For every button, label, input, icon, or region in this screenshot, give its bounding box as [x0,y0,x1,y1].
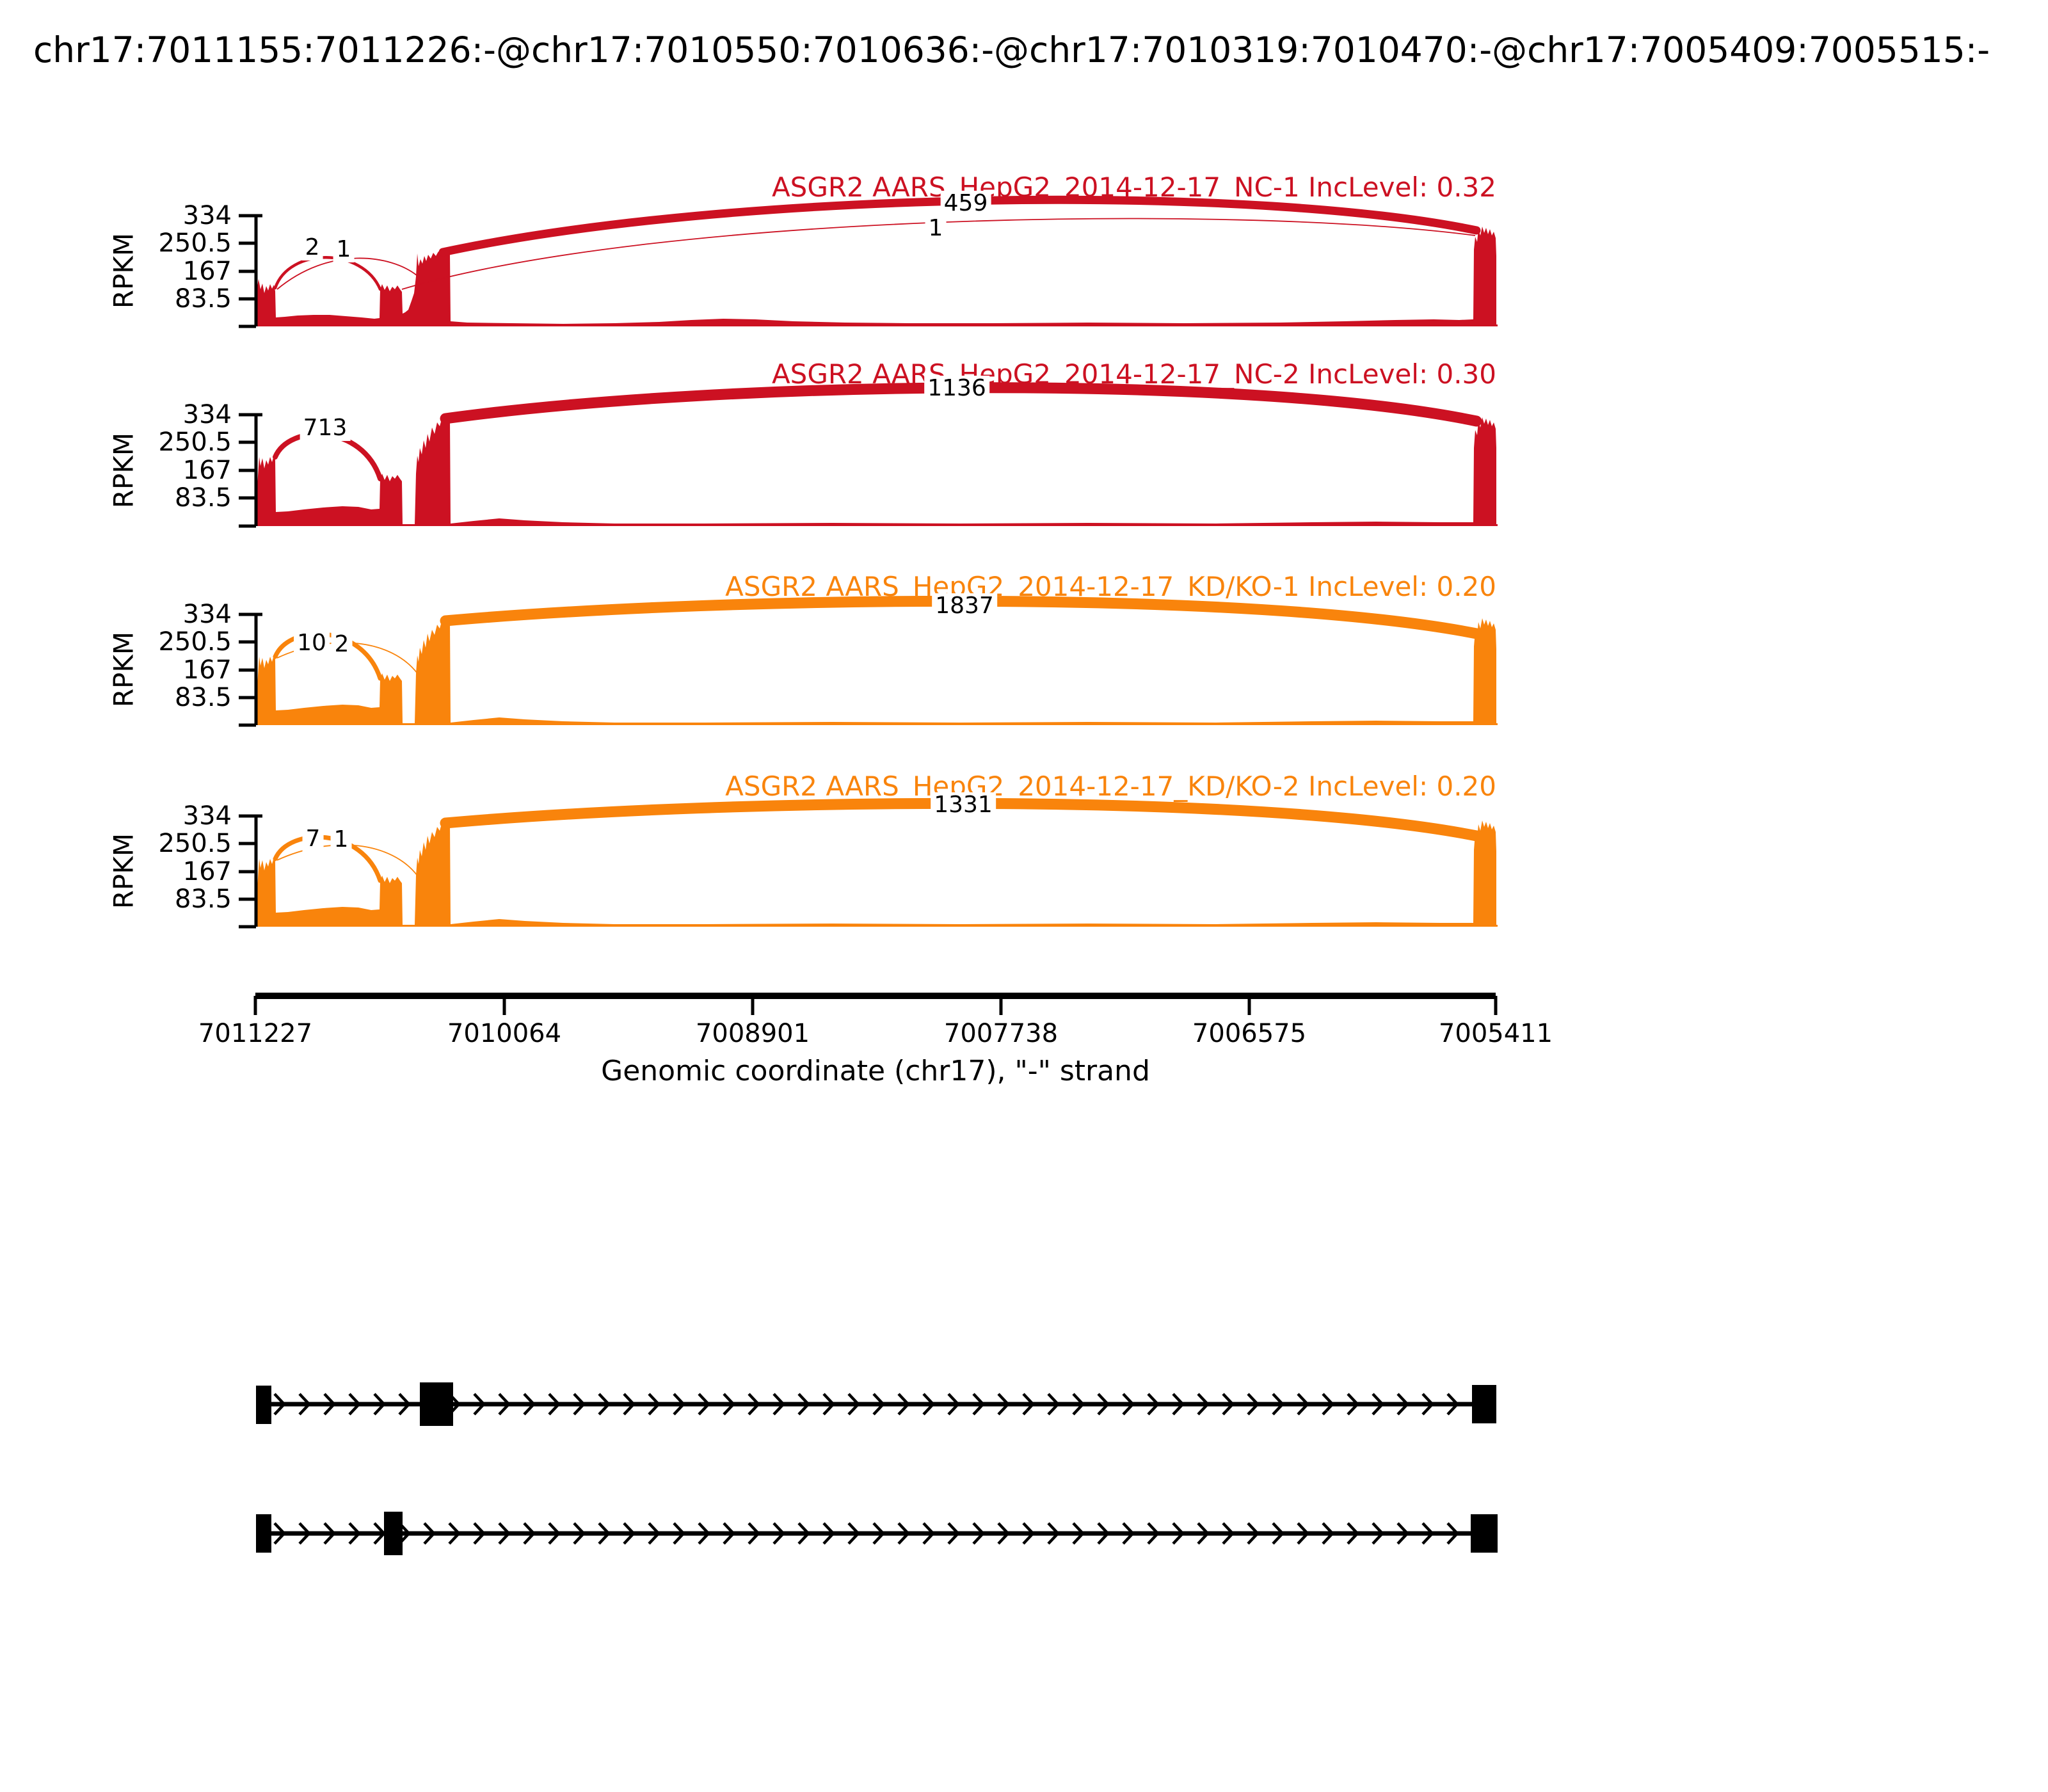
y-axis-bracket [239,612,262,727]
y-axis-bracket [239,814,262,929]
exon-box [1471,1514,1498,1553]
y-tick-label: 250.5 [158,829,232,858]
x-axis-title: Genomic coordinate (chr17), "-" strand [601,1055,1150,1087]
junction-arc [273,256,382,291]
junction-count-label: 1 [333,237,355,262]
y-tick-label: 250.5 [158,428,232,457]
track-3-graphics [239,595,1498,727]
junction-count-label: 713 [300,415,351,441]
y-tick-label: 334 [182,400,232,429]
x-tick-label: 7011227 [198,1019,313,1048]
track-1-title: ASGR2 AARS_HepG2_2014-12-17_NC-1 IncLeve… [771,172,1496,203]
junction-count-label: 1 [925,216,947,241]
junction-count-label: 1331 [931,792,996,818]
coverage-baseline [256,925,1498,927]
x-tick-label: 7005411 [1438,1019,1553,1048]
junction-count-label: 7 [302,826,324,852]
x-tick-label: 7007738 [943,1019,1059,1048]
x-tick-label: 7010064 [447,1019,562,1048]
strand-arrows [273,1522,1460,1545]
y-tick-label: 250.5 [158,228,232,258]
y-tick-label: 334 [182,600,232,629]
x-tick-label: 7008901 [695,1019,810,1048]
rpkm-axis-label: RPKM [108,432,140,509]
track-1-graphics [239,195,1498,328]
y-tick-label: 334 [182,801,232,831]
exon-box [384,1512,403,1555]
junction-arc [276,844,418,876]
track-2-graphics [239,382,1498,528]
rpkm-axis-label: RPKM [108,833,140,909]
junction-arc [276,257,417,290]
y-axis-bracket [239,413,262,528]
rpkm-axis-label: RPKM [108,232,140,309]
coverage-area [256,417,1496,526]
y-tick-label: 83.5 [174,683,232,712]
page-title: chr17:7011155:7011226:-@chr17:7010550:70… [33,29,1990,70]
track-4-title: ASGR2 AARS_HepG2_2014-12-17_KD/KO-2 IncL… [725,771,1496,802]
coverage-area [256,820,1496,927]
junction-count-label: 2 [301,235,323,260]
y-axis-bracket [239,214,262,328]
coverage-area [256,618,1496,725]
exon-box [256,1514,271,1553]
junction-count-label: 1136 [924,376,989,401]
rpkm-axis-label: RPKM [108,631,140,708]
x-axis [253,993,1498,1015]
junction-count-label: 2 [331,632,353,657]
exon-box [1472,1385,1496,1423]
track-3-title: ASGR2 AARS_HepG2_2014-12-17_KD/KO-1 IncL… [725,571,1496,602]
x-axis-tick-marks [253,996,1498,1015]
strand-arrows [273,1393,1460,1416]
junction-count-label: 1 [330,827,352,852]
coverage-baseline [256,324,1498,326]
y-tick-label: 83.5 [174,483,232,513]
coverage-area [256,227,1496,326]
track-4-graphics [239,797,1498,929]
track-2-title: ASGR2 AARS_HepG2_2014-12-17_NC-2 IncLeve… [771,358,1496,390]
x-tick-label: 7006575 [1192,1019,1307,1048]
y-tick-label: 167 [182,456,232,485]
junction-count-label: 10 [294,630,330,656]
y-tick-label: 167 [182,857,232,886]
coverage-baseline [256,723,1498,725]
y-tick-label: 83.5 [174,884,232,914]
y-tick-label: 167 [182,655,232,685]
y-tick-label: 250.5 [158,627,232,657]
exon-box [420,1382,453,1426]
y-tick-label: 334 [182,201,232,230]
transcript-model-1 [256,1382,1496,1426]
junction-count-label: 459 [940,191,991,216]
exon-box [256,1386,271,1424]
y-tick-label: 167 [182,257,232,286]
coverage-baseline [256,524,1498,526]
junction-count-label: 1837 [932,593,997,619]
junction-arc [273,835,383,883]
y-tick-label: 83.5 [174,284,232,314]
transcript-model-2 [256,1512,1498,1555]
